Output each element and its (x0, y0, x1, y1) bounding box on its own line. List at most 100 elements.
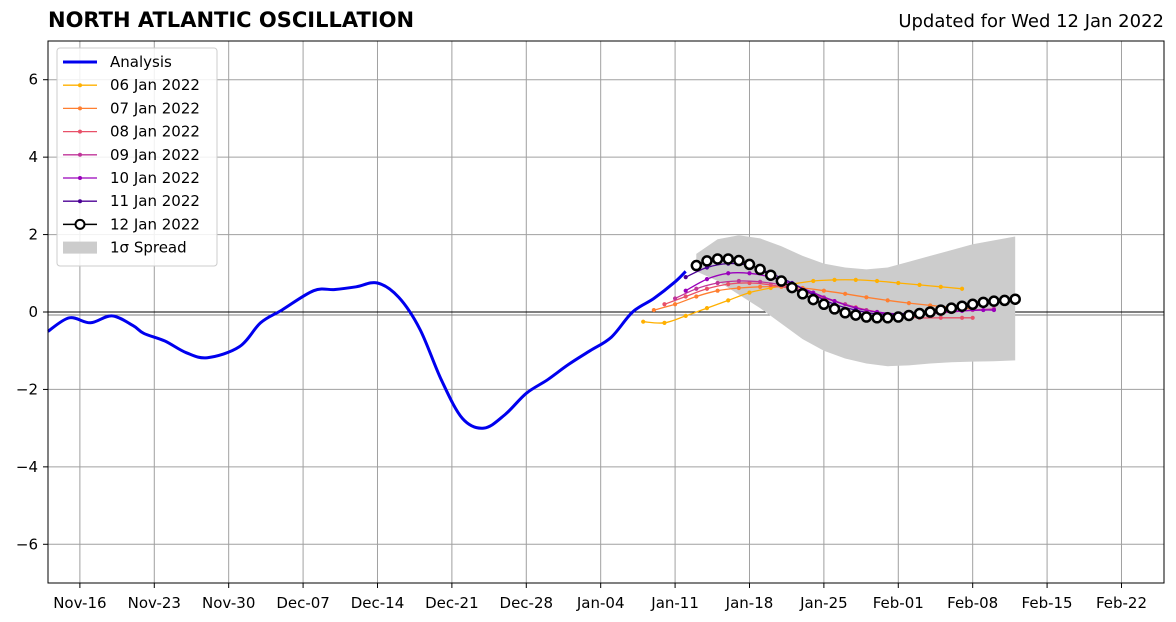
forecast-point (694, 294, 699, 299)
legend-label: 10 Jan 2022 (110, 169, 200, 187)
forecast-point (938, 284, 943, 289)
forecast-point (672, 302, 678, 307)
forecast-point (704, 276, 710, 282)
series-0 (47, 270, 687, 430)
forecast-point (959, 286, 965, 291)
x-tick-label: Jan-04 (576, 594, 625, 612)
legend-swatch (63, 241, 97, 254)
latest-forecast-point (754, 263, 766, 276)
forecast-point (758, 284, 763, 289)
latest-forecast-point (956, 300, 968, 312)
x-tick-label: Dec-14 (351, 594, 405, 612)
legend-item: 10 Jan 2022 (63, 169, 200, 187)
x-tick-label: Feb-08 (947, 594, 998, 612)
legend-item: 11 Jan 2022 (63, 192, 200, 210)
forecast-point (747, 290, 752, 295)
y-tick-label: 2 (28, 226, 38, 244)
legend-marker (78, 83, 82, 88)
forecast-point (896, 280, 901, 286)
forecast-point (694, 286, 699, 291)
forecast-point (736, 285, 741, 291)
forecast-point (726, 282, 731, 287)
x-tick-label: Feb-15 (1022, 594, 1073, 612)
forecast-point (715, 280, 720, 286)
forecast-point (970, 315, 975, 320)
forecast-point (885, 298, 890, 303)
x-tick-label: Jan-18 (725, 594, 774, 612)
latest-forecast-point (913, 307, 926, 320)
forecast-point (853, 277, 858, 282)
forecast-point (991, 307, 997, 313)
forecast-point (662, 320, 667, 325)
forecast-point (683, 313, 688, 318)
forecast-point (758, 279, 763, 284)
forecast-point (715, 288, 720, 293)
latest-forecast-point (892, 311, 905, 323)
latest-forecast-point (807, 293, 820, 306)
latest-forecast-point (701, 255, 713, 267)
legend-marker (78, 176, 82, 180)
grid (48, 41, 1164, 583)
x-tick-label: Nov-23 (128, 594, 181, 612)
legend-label: 08 Jan 2022 (110, 123, 200, 141)
latest-forecast-point (786, 281, 798, 294)
forecast-point (651, 307, 656, 313)
x-tick-label: Nov-16 (53, 594, 106, 612)
forecast-point (959, 315, 965, 320)
y-tick-label: −6 (16, 535, 38, 553)
legend-label: 1σ Spread (110, 239, 187, 257)
latest-forecast-point (935, 304, 947, 316)
chart-title: NORTH ATLANTIC OSCILLATION (48, 8, 415, 32)
forecast-point (906, 300, 912, 306)
legend-item: 08 Jan 2022 (63, 123, 200, 141)
forecast-point (864, 295, 869, 300)
legend-item: Analysis (63, 53, 172, 71)
latest-forecast-point (945, 302, 958, 314)
legend-label: Analysis (110, 53, 172, 71)
x-tick-label: Feb-01 (873, 594, 924, 612)
spread-area (696, 235, 1016, 367)
latest-forecast-point (690, 259, 703, 272)
latest-forecast-point (775, 275, 788, 287)
forecast-point (811, 278, 816, 284)
x-tick-label: Dec-21 (425, 594, 479, 612)
forecast-point (843, 291, 848, 296)
y-tick-label: −2 (16, 380, 38, 398)
x-tick-label: Nov-30 (202, 594, 255, 612)
analysis-line (47, 270, 687, 430)
latest-forecast-point (860, 311, 873, 323)
latest-forecast-point (818, 298, 830, 311)
latest-forecast-point (998, 294, 1011, 307)
forecast-point (736, 278, 741, 284)
legend: Analysis 06 Jan 2022 07 Jan 2022 08 Jan 202… (56, 47, 218, 267)
legend-marker (78, 152, 82, 157)
x-tick-label: Dec-07 (276, 594, 330, 612)
latest-forecast-point (977, 296, 990, 309)
series-1 (641, 277, 965, 325)
axis-ticks: Nov-16 Nov-23 Nov-30 Dec-07 Dec-14 Dec-21 Dec-… (16, 71, 1147, 612)
y-tick-label: 4 (28, 148, 38, 166)
forecast-point (726, 271, 731, 276)
legend-label: 07 Jan 2022 (110, 99, 200, 117)
latest-forecast-point (711, 253, 724, 265)
legend-item: 07 Jan 2022 (63, 99, 200, 117)
forecast-point (981, 307, 986, 313)
latest-forecast-point (924, 306, 936, 318)
latest-forecast-point (903, 309, 915, 322)
latest-forecast-point (988, 295, 1000, 307)
forecast-point (662, 302, 667, 307)
latest-forecast-point (881, 312, 894, 324)
forecast-point (747, 271, 752, 276)
forecast-point (938, 315, 943, 320)
legend-item: 06 Jan 2022 (63, 76, 200, 94)
forecast-line (643, 279, 963, 324)
forecast-point (704, 286, 710, 291)
forecast-point (683, 275, 688, 280)
x-tick-label: Jan-25 (799, 594, 848, 612)
latest-forecast-point (850, 309, 862, 321)
latest-forecast-point (733, 254, 745, 267)
legend-marker (78, 106, 82, 111)
forecast-point (832, 277, 837, 282)
